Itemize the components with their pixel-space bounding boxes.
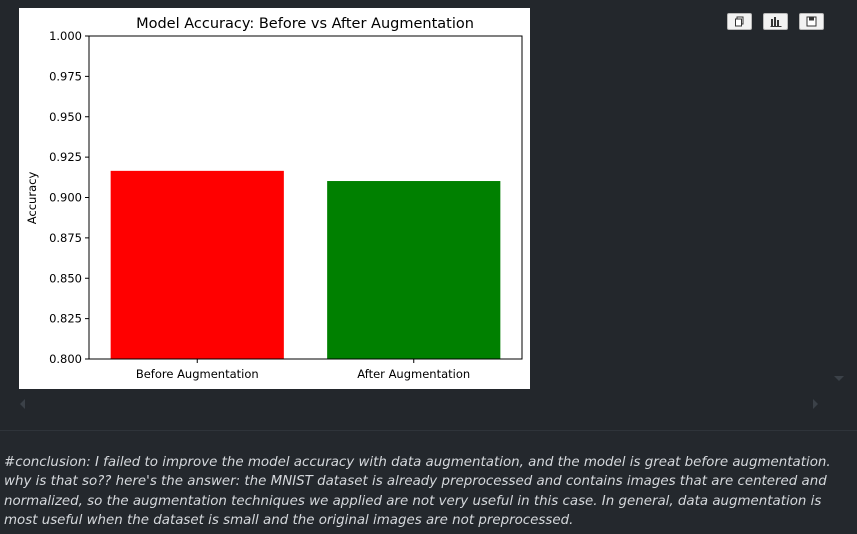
y-tick-label: 0.875: [49, 231, 82, 245]
figure-toolbar: [727, 13, 824, 30]
x-tick-label: Before Augmentation: [136, 367, 259, 381]
chart-icon: [770, 17, 781, 27]
bar-before-augmentation: [110, 170, 284, 359]
y-tick-label: 0.925: [49, 150, 82, 164]
scroll-down-arrow-icon[interactable]: [834, 376, 844, 381]
output-cell: Model Accuracy: Before vs After Augmenta…: [19, 8, 844, 409]
y-axis-label: Accuracy: [25, 172, 39, 225]
cell-divider: [0, 430, 857, 431]
copy-button[interactable]: [727, 13, 752, 30]
save-icon: [806, 16, 817, 27]
bar-after-augmentation: [327, 181, 501, 359]
y-tick-label: 0.975: [49, 69, 82, 83]
y-tick-label: 0.800: [49, 352, 82, 366]
save-button[interactable]: [799, 13, 824, 30]
y-tick-label: 0.950: [49, 110, 82, 124]
chart-title: Model Accuracy: Before vs After Augmenta…: [136, 16, 474, 32]
copy-icon: [735, 16, 744, 27]
chart-button[interactable]: [763, 13, 788, 30]
scroll-left-arrow-icon[interactable]: [20, 399, 25, 409]
plot-frame: [88, 35, 523, 360]
x-tick-label: After Augmentation: [357, 367, 470, 381]
bar-chart: Model Accuracy: Before vs After Augmenta…: [25, 16, 523, 381]
scroll-right-arrow-icon[interactable]: [813, 399, 818, 409]
y-tick-label: 0.850: [49, 271, 82, 285]
y-tick-label: 0.900: [49, 191, 82, 205]
y-tick-label: 1.000: [49, 29, 82, 43]
conclusion-markdown: #conclusion: I failed to improve the mod…: [4, 455, 831, 529]
y-tick-label: 0.825: [49, 312, 82, 326]
chart-figure: Model Accuracy: Before vs After Augmenta…: [19, 8, 530, 389]
